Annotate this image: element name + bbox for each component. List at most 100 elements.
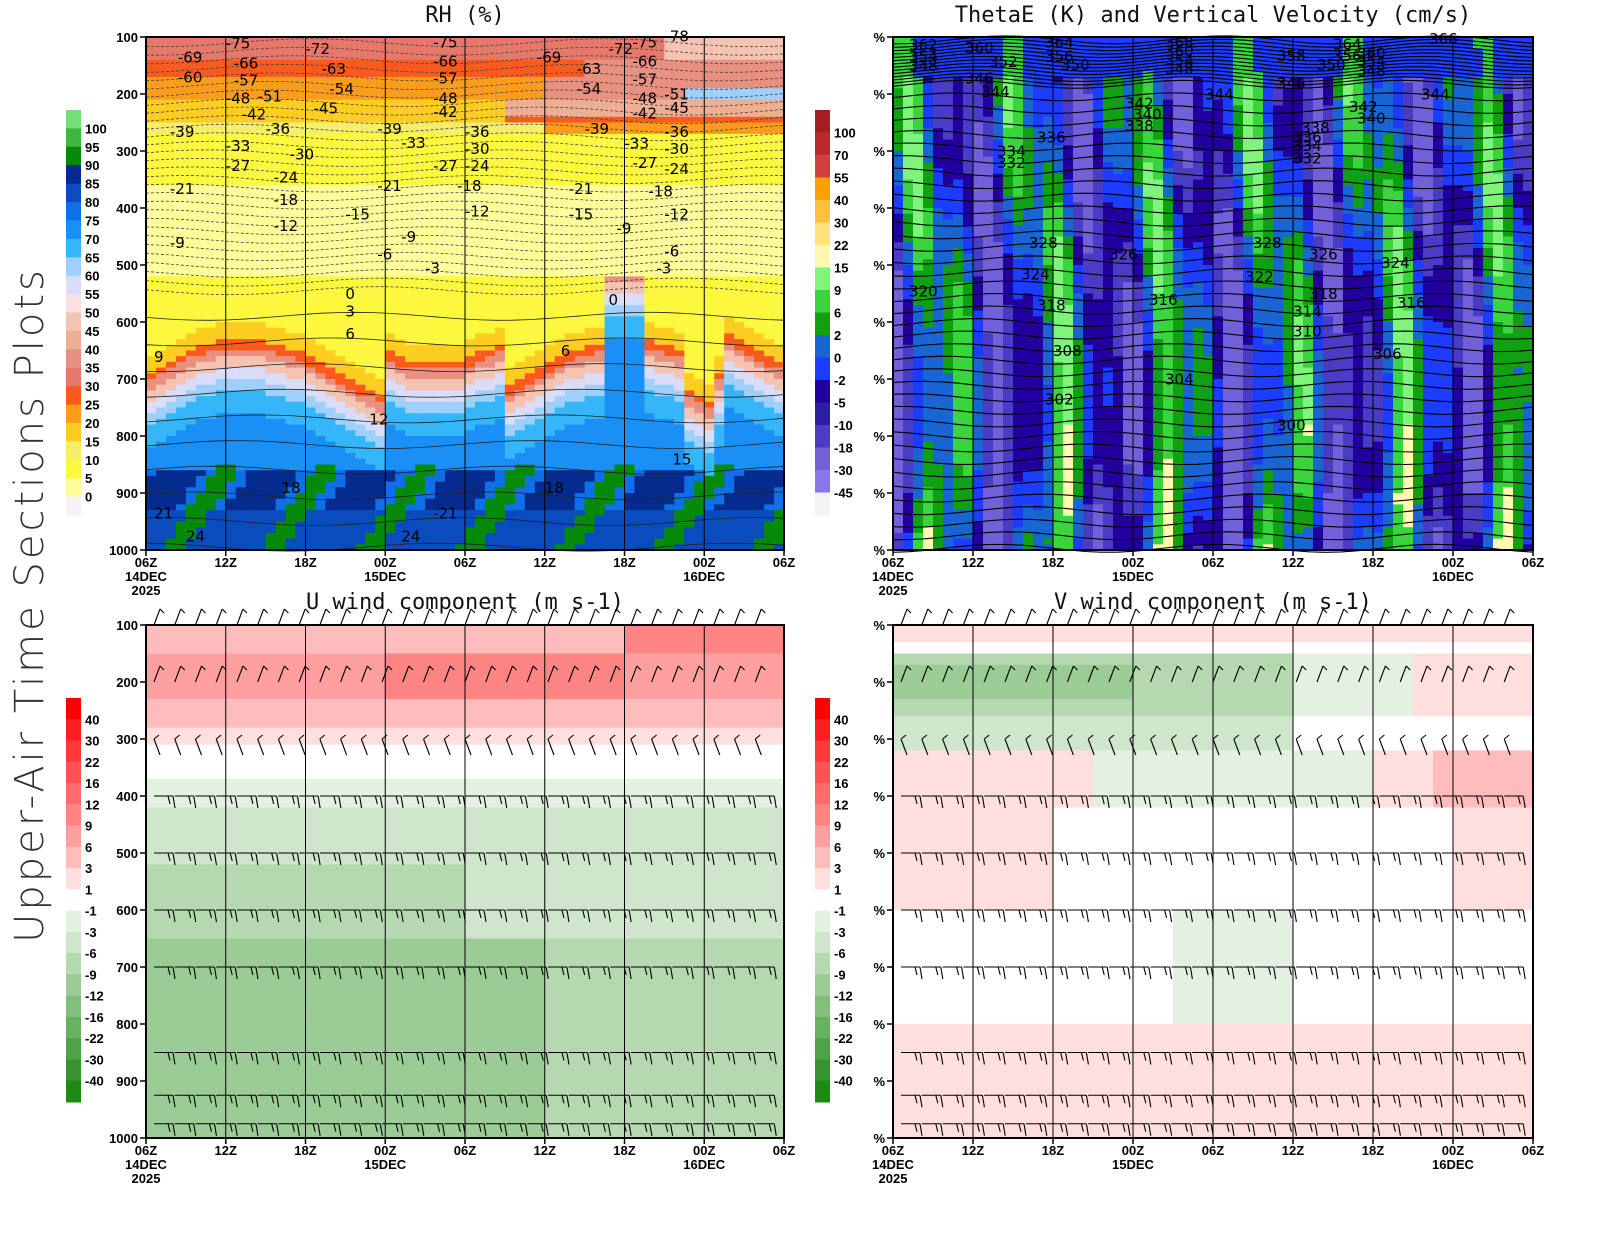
field-cell: [266, 140, 277, 146]
field-cell: [405, 368, 416, 374]
field-cell: [515, 425, 526, 431]
field-cell: [664, 351, 675, 357]
field-cell: [246, 345, 257, 351]
field-cell: [166, 88, 177, 94]
field-cell: [555, 465, 566, 471]
field-cell: [485, 476, 496, 482]
field-cell: [545, 328, 556, 334]
field-cell: [495, 316, 506, 322]
field-cell: [545, 516, 556, 522]
field-cell: [355, 533, 366, 539]
field-cell: [276, 470, 287, 476]
field-cell: [266, 396, 277, 402]
field-cell: [325, 162, 336, 168]
field-cell: [654, 305, 665, 311]
field-cell: [654, 248, 665, 254]
field-cell: [375, 100, 386, 106]
field-cell: [266, 539, 277, 545]
field-cell: [545, 390, 556, 396]
field-cell: [625, 373, 636, 379]
field-cell: [266, 311, 277, 317]
field-cell: [206, 476, 217, 482]
field-cell: [405, 328, 416, 334]
field-cell: [146, 202, 157, 208]
field-cell: [365, 453, 376, 459]
field-cell: [345, 413, 356, 419]
field-cell: [306, 185, 317, 191]
field-cell: [425, 123, 436, 129]
field-cell: [555, 237, 566, 243]
field-cell: [694, 162, 705, 168]
field-cell: [664, 425, 675, 431]
field-cell: [605, 66, 616, 72]
field-cell: [585, 311, 596, 317]
field-cell: [495, 453, 506, 459]
field-cell: [375, 351, 386, 357]
field-cell: [166, 265, 177, 271]
field-cell: [236, 373, 247, 379]
field-cell: [156, 202, 167, 208]
field-cell: [475, 231, 486, 237]
field-cell: [425, 539, 436, 545]
field-cell: [216, 214, 227, 220]
field-cell: [395, 396, 406, 402]
field-cell: [485, 316, 496, 322]
field-cell: [525, 510, 536, 516]
field-cell: [605, 333, 616, 339]
field-cell: [595, 48, 606, 54]
field-cell: [236, 527, 247, 533]
field-cell: [345, 493, 356, 499]
field-cell: [176, 168, 187, 174]
field-cell: [156, 368, 167, 374]
field-cell: [256, 311, 267, 317]
field-cell: [405, 499, 416, 505]
field-cell: [375, 231, 386, 237]
field-cell: [605, 145, 616, 151]
field-cell: [515, 419, 526, 425]
field-cell: [545, 202, 556, 208]
field-cell: [315, 345, 326, 351]
field-cell: [615, 140, 626, 146]
field-cell: [505, 402, 516, 408]
field-cell: [475, 294, 486, 300]
field-cell: [355, 83, 366, 89]
field-cell: [615, 482, 626, 488]
field-cell: [176, 396, 187, 402]
field-cell: [286, 510, 297, 516]
field-cell: [355, 442, 366, 448]
field-cell: [595, 390, 606, 396]
field-cell: [325, 373, 336, 379]
field-cell: [166, 447, 177, 453]
field-cell: [545, 396, 556, 402]
field-cell: [176, 356, 187, 362]
field-cell: [605, 345, 616, 351]
field-cell: [226, 248, 237, 254]
field-cell: [256, 288, 267, 294]
field-cell: [395, 465, 406, 471]
field-cell: [615, 390, 626, 396]
field-cell: [345, 225, 356, 231]
field-cell: [595, 322, 606, 328]
field-cell: [425, 231, 436, 237]
field-cell: [545, 345, 556, 351]
field-cell: [555, 539, 566, 545]
field-cell: [575, 516, 586, 522]
field-cell: [455, 339, 466, 345]
field-cell: [146, 77, 157, 83]
field-cell: [565, 408, 576, 414]
field-cell: [505, 88, 516, 94]
field-cell: [465, 322, 476, 328]
field-cell: [555, 219, 566, 225]
field-cell: [355, 373, 366, 379]
field-cell: [335, 299, 346, 305]
field-cell: [485, 237, 496, 243]
field-cell: [236, 208, 247, 214]
field-cell: [545, 453, 556, 459]
field-cell: [634, 288, 645, 294]
field-cell: [435, 476, 446, 482]
field-cell: [575, 470, 586, 476]
field-cell: [375, 465, 386, 471]
field-cell: [664, 288, 675, 294]
field-cell: [585, 288, 596, 294]
field-cell: [654, 470, 665, 476]
